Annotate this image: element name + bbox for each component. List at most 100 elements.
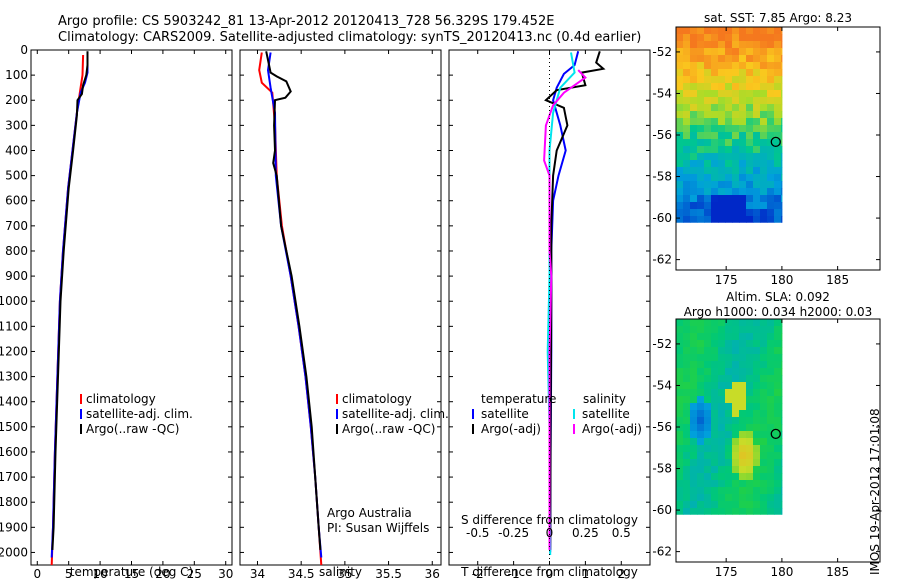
map-cell [746, 202, 754, 210]
map-cell [725, 508, 733, 515]
map-cell [718, 396, 726, 404]
map-cell [753, 90, 761, 98]
map-cell [767, 62, 775, 70]
map-cell [676, 132, 684, 140]
map-cell [774, 55, 782, 63]
map-cell [746, 125, 754, 133]
map-cell [718, 111, 726, 119]
map-cell [732, 104, 740, 112]
legend-label: satellite-adj. clim. [342, 407, 449, 421]
map-cell [725, 146, 733, 154]
map-cell [676, 118, 684, 126]
map-cell [760, 195, 768, 203]
map-cell [760, 403, 768, 411]
map-cell [767, 368, 775, 376]
map-cell [739, 27, 747, 35]
map-cell [774, 195, 782, 203]
map-cell [767, 104, 775, 112]
map-cell [746, 375, 754, 383]
map-cell [746, 83, 754, 91]
map-cell [711, 424, 719, 432]
map-cell [711, 83, 719, 91]
map-cell [774, 452, 782, 460]
map-cell [683, 139, 691, 147]
map-cell [718, 466, 726, 474]
map-cell [718, 216, 726, 223]
y-tick-label: 1200 [0, 344, 28, 358]
map-cell [774, 167, 782, 175]
map-cell [725, 62, 733, 70]
map-cell [774, 202, 782, 210]
map-cell [683, 480, 691, 488]
x-tick-label: 20 [155, 567, 170, 580]
map-cell [718, 431, 726, 439]
axes-frame-1 [239, 49, 442, 566]
map-cell [767, 452, 775, 460]
map-cell [704, 62, 712, 70]
map-cell [676, 403, 684, 411]
map-x-tick-label: 175 [715, 273, 738, 287]
map-cell [774, 473, 782, 481]
map-cell [732, 167, 740, 175]
map-cell [767, 132, 775, 140]
map-cell [760, 487, 768, 495]
map-cell [683, 340, 691, 348]
map-cell [774, 438, 782, 446]
map-cell [718, 90, 726, 98]
map-cell [781, 403, 783, 411]
map-cell [746, 209, 754, 217]
map-cell [746, 452, 754, 460]
map-cell [683, 90, 691, 98]
y-tick-label: 2000 [0, 545, 28, 559]
map-cell [732, 181, 740, 189]
map-cell [739, 333, 747, 341]
argo-position-marker [770, 428, 781, 440]
map-cell [746, 62, 754, 70]
map-cell [725, 90, 733, 98]
map-cell [676, 452, 684, 460]
map-cell [774, 333, 782, 341]
map-cell [781, 90, 783, 98]
map-cell [760, 501, 768, 509]
map-cell [746, 473, 754, 481]
map-cell [725, 494, 733, 502]
map-cell [753, 181, 761, 189]
map-cell [704, 97, 712, 105]
map-cell [760, 76, 768, 84]
map-cell [697, 48, 705, 56]
map-cell [753, 83, 761, 91]
map-cell [753, 104, 761, 112]
map-cell [690, 375, 698, 383]
map-cell [711, 466, 719, 474]
y-tick-label: 1900 [0, 520, 28, 534]
map-y-tick-label: -58 [652, 462, 672, 476]
map-cell [690, 55, 698, 63]
map-cell [760, 181, 768, 189]
map-cell [690, 333, 698, 341]
map-cell [746, 333, 754, 341]
map-cell [711, 459, 719, 467]
map-cell [718, 368, 726, 376]
map-cell [739, 55, 747, 63]
map-cell [753, 382, 761, 390]
map-cell [697, 34, 705, 42]
map-cell [697, 174, 705, 182]
map-cell [725, 174, 733, 182]
plot-title-line1: Argo profile: CS 5903242_81 13-Apr-2012 … [58, 14, 555, 29]
map-cell [697, 438, 705, 446]
map-cell [739, 139, 747, 147]
map-cell [711, 340, 719, 348]
map-cell [781, 139, 783, 147]
map-cell [697, 216, 705, 223]
map-cell [711, 139, 719, 147]
map-cell [725, 76, 733, 84]
map-cell [753, 361, 761, 369]
y-tick-label: 100 [5, 68, 28, 82]
map-cell [690, 76, 698, 84]
map-cell [676, 188, 684, 196]
map-cell [760, 55, 768, 63]
map-cell [767, 501, 775, 509]
map-cell [690, 146, 698, 154]
map-cell [732, 139, 740, 147]
map-cell [753, 480, 761, 488]
